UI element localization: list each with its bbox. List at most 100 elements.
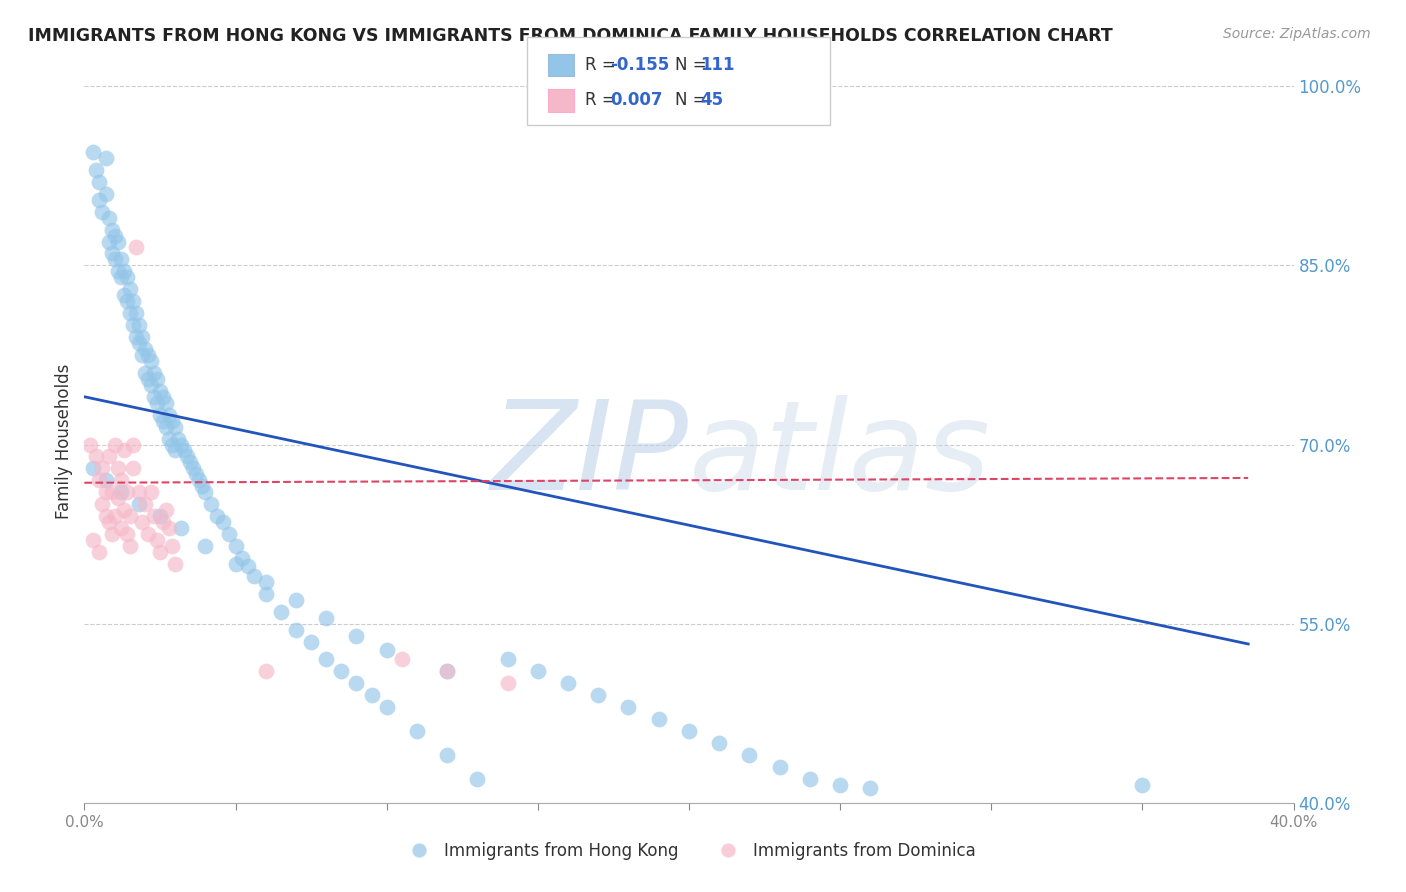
Point bbox=[115, 270, 138, 285]
Point bbox=[254, 574, 277, 589]
Point bbox=[436, 747, 458, 762]
Text: 45: 45 bbox=[700, 91, 723, 110]
Point bbox=[118, 306, 141, 320]
Point bbox=[157, 408, 180, 422]
Point bbox=[97, 450, 120, 464]
Point bbox=[149, 545, 172, 559]
Point bbox=[121, 318, 143, 332]
Point bbox=[115, 485, 138, 500]
Point bbox=[360, 689, 382, 703]
Point bbox=[170, 521, 193, 535]
Point bbox=[160, 414, 183, 428]
Point bbox=[391, 652, 413, 666]
Point bbox=[100, 222, 122, 236]
Point bbox=[89, 545, 111, 559]
Point bbox=[139, 377, 162, 392]
Point bbox=[152, 390, 174, 404]
Point bbox=[94, 151, 117, 165]
Point bbox=[94, 509, 117, 524]
Point bbox=[136, 348, 159, 362]
Point bbox=[346, 676, 368, 690]
Point bbox=[107, 461, 129, 475]
Point bbox=[254, 665, 277, 679]
Point bbox=[125, 306, 148, 320]
Point bbox=[557, 676, 579, 690]
Point bbox=[112, 503, 135, 517]
Y-axis label: Family Households: Family Households bbox=[55, 364, 73, 519]
Point bbox=[110, 485, 132, 500]
Point bbox=[165, 419, 187, 434]
Point bbox=[94, 186, 117, 201]
Point bbox=[118, 509, 141, 524]
Text: R =: R = bbox=[585, 91, 621, 110]
Point bbox=[207, 509, 229, 524]
Point bbox=[146, 372, 169, 386]
Point bbox=[149, 408, 172, 422]
Point bbox=[136, 372, 159, 386]
Text: R =: R = bbox=[585, 55, 621, 74]
Point bbox=[110, 270, 132, 285]
Point bbox=[89, 474, 111, 488]
Point bbox=[149, 509, 172, 524]
Text: IMMIGRANTS FROM HONG KONG VS IMMIGRANTS FROM DOMINICA FAMILY HOUSEHOLDS CORRELAT: IMMIGRANTS FROM HONG KONG VS IMMIGRANTS … bbox=[28, 27, 1114, 45]
Point bbox=[375, 700, 398, 714]
Point bbox=[285, 592, 308, 607]
Point bbox=[121, 461, 143, 475]
Point bbox=[194, 485, 217, 500]
Point bbox=[155, 395, 177, 409]
Point bbox=[115, 294, 138, 309]
Point bbox=[188, 474, 211, 488]
Point bbox=[738, 747, 761, 762]
Point bbox=[496, 652, 519, 666]
Point bbox=[830, 778, 852, 792]
Point bbox=[112, 288, 135, 302]
Point bbox=[107, 264, 129, 278]
Point bbox=[118, 539, 141, 553]
Point bbox=[94, 474, 117, 488]
Point bbox=[79, 437, 101, 451]
Point bbox=[152, 414, 174, 428]
Point bbox=[155, 419, 177, 434]
Point bbox=[89, 193, 111, 207]
Point bbox=[128, 318, 150, 332]
Point bbox=[131, 330, 153, 344]
Text: ZIP: ZIP bbox=[491, 395, 689, 516]
Point bbox=[186, 467, 208, 482]
Text: atlas: atlas bbox=[689, 395, 991, 516]
Point bbox=[170, 437, 193, 451]
Point bbox=[769, 760, 792, 774]
Point bbox=[100, 246, 122, 260]
Point bbox=[110, 474, 132, 488]
Point bbox=[436, 665, 458, 679]
Point bbox=[142, 366, 165, 380]
Point bbox=[155, 503, 177, 517]
Point bbox=[467, 772, 489, 786]
Point bbox=[107, 491, 129, 506]
Point bbox=[231, 551, 253, 566]
Point bbox=[242, 569, 264, 583]
Text: N =: N = bbox=[675, 55, 711, 74]
Point bbox=[165, 557, 187, 571]
Point bbox=[152, 515, 174, 529]
Point bbox=[112, 443, 135, 458]
Point bbox=[191, 479, 214, 493]
Point bbox=[330, 665, 353, 679]
Point bbox=[225, 557, 247, 571]
Point bbox=[91, 497, 114, 511]
Point bbox=[527, 665, 550, 679]
Text: Source: ZipAtlas.com: Source: ZipAtlas.com bbox=[1223, 27, 1371, 41]
Legend: Immigrants from Hong Kong, Immigrants from Dominica: Immigrants from Hong Kong, Immigrants fr… bbox=[395, 836, 983, 867]
Point bbox=[125, 330, 148, 344]
Point bbox=[136, 527, 159, 541]
Point bbox=[104, 228, 127, 243]
Point bbox=[112, 264, 135, 278]
Point bbox=[91, 204, 114, 219]
Point bbox=[97, 235, 120, 249]
Point bbox=[97, 211, 120, 225]
Point bbox=[104, 509, 127, 524]
Point bbox=[436, 665, 458, 679]
Point bbox=[125, 240, 148, 254]
Point bbox=[94, 485, 117, 500]
Point bbox=[375, 643, 398, 657]
Point bbox=[157, 432, 180, 446]
